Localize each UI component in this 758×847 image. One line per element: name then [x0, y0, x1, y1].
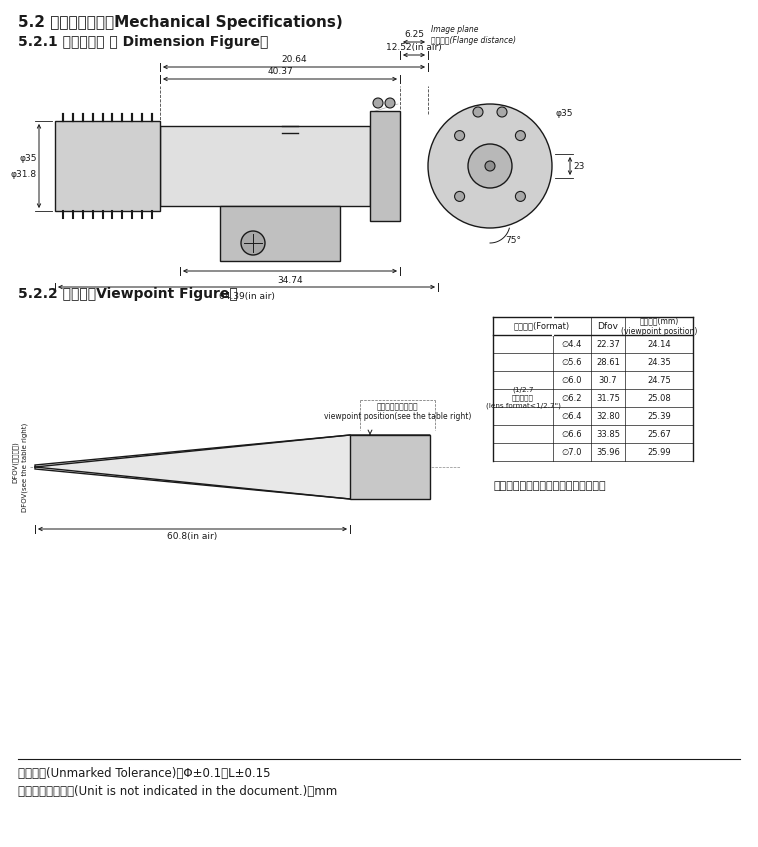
- Text: viewpoint position(see the table right): viewpoint position(see the table right): [324, 412, 471, 421]
- Text: 5.2 机构参数规格（Mechanical Specifications): 5.2 机构参数规格（Mechanical Specifications): [18, 15, 343, 30]
- Text: 40.37: 40.37: [267, 67, 293, 76]
- Circle shape: [385, 98, 395, 108]
- Circle shape: [515, 191, 525, 202]
- Text: φ35: φ35: [556, 109, 574, 118]
- Text: 75°: 75°: [505, 236, 521, 245]
- Text: ∅6.0: ∅6.0: [562, 375, 582, 385]
- Text: φ22.6: φ22.6: [339, 176, 365, 185]
- Text: 5.2.2 视点图（Viewpoint Figure）: 5.2.2 视点图（Viewpoint Figure）: [18, 287, 238, 301]
- Text: 28.61: 28.61: [596, 357, 620, 367]
- Circle shape: [373, 98, 383, 108]
- Text: 视点位置（见表格）: 视点位置（见表格）: [377, 402, 418, 411]
- Bar: [55, 121, 160, 211]
- Text: ∅6.6: ∅6.6: [562, 429, 582, 439]
- Bar: [220, 206, 340, 261]
- Bar: [370, 111, 400, 221]
- Text: DFOV(see the table right): DFOV(see the table right): [22, 423, 28, 512]
- Text: 35.96: 35.96: [596, 447, 620, 457]
- Text: 23: 23: [573, 162, 584, 170]
- Circle shape: [428, 104, 552, 228]
- Text: 法兰后焦(Flange distance): 法兰后焦(Flange distance): [431, 36, 516, 45]
- Circle shape: [455, 130, 465, 141]
- Text: 34.74: 34.74: [277, 276, 302, 285]
- Text: 未注公差(Unmarked Tolerance)：Φ±0.1，L±0.15: 未注公差(Unmarked Tolerance)：Φ±0.1，L±0.15: [18, 767, 271, 780]
- Text: 12.52(in air): 12.52(in air): [386, 43, 442, 52]
- Text: φ35: φ35: [20, 153, 37, 163]
- Text: 30.7: 30.7: [599, 375, 617, 385]
- Circle shape: [485, 161, 495, 171]
- Text: 像面大小(Format): 像面大小(Format): [514, 322, 570, 330]
- Text: 24.75: 24.75: [647, 375, 671, 385]
- Text: 60.8(in air): 60.8(in air): [168, 532, 218, 541]
- Text: 25.67: 25.67: [647, 429, 671, 439]
- Text: φ31.8: φ31.8: [11, 169, 37, 179]
- Text: 6.25: 6.25: [404, 30, 424, 39]
- Text: ∅4.4: ∅4.4: [562, 340, 582, 348]
- Text: 视点位置(mm)
(viewpoint position): 视点位置(mm) (viewpoint position): [621, 316, 697, 335]
- Text: 24.14: 24.14: [647, 340, 671, 348]
- Text: 33.85: 33.85: [596, 429, 620, 439]
- Circle shape: [455, 191, 465, 202]
- Text: 25.99: 25.99: [647, 447, 671, 457]
- Text: Dfov: Dfov: [597, 322, 619, 330]
- Text: 31.75: 31.75: [596, 394, 620, 402]
- Text: ∅7.0: ∅7.0: [562, 447, 582, 457]
- Text: ∅5.6: ∅5.6: [562, 357, 582, 367]
- Circle shape: [473, 107, 483, 117]
- Text: (1/2.7
以下镜头）
(lens format<1/2.7"): (1/2.7 以下镜头） (lens format<1/2.7"): [486, 387, 560, 409]
- Text: 20.64: 20.64: [281, 55, 307, 64]
- Text: 24.35: 24.35: [647, 357, 671, 367]
- Circle shape: [497, 107, 507, 117]
- Circle shape: [515, 130, 525, 141]
- Text: φ25.1: φ25.1: [339, 191, 365, 201]
- Text: DFOV(见表格右): DFOV(见表格右): [11, 441, 18, 483]
- Text: 注：次广角端为光线有效径最大的焦距: 注：次广角端为光线有效径最大的焦距: [493, 481, 606, 491]
- Text: Image plane: Image plane: [431, 25, 478, 34]
- Text: 64.39(in air): 64.39(in air): [218, 292, 274, 301]
- Bar: [350, 435, 430, 499]
- Text: ∅6.2: ∅6.2: [562, 394, 582, 402]
- Text: ∅6.4: ∅6.4: [562, 412, 582, 420]
- Polygon shape: [35, 435, 430, 499]
- Circle shape: [241, 231, 265, 255]
- Circle shape: [468, 144, 512, 188]
- Text: 22.37: 22.37: [596, 340, 620, 348]
- Text: 5.2.1 外形尺寸图 （ Dimension Figure）: 5.2.1 外形尺寸图 （ Dimension Figure）: [18, 35, 268, 49]
- Text: 本规格书未注单位(Unit is not indicated in the document.)：mm: 本规格书未注单位(Unit is not indicated in the do…: [18, 785, 337, 798]
- Bar: [160, 126, 370, 206]
- Text: 32.80: 32.80: [596, 412, 620, 420]
- Text: 25.08: 25.08: [647, 394, 671, 402]
- Text: 25.39: 25.39: [647, 412, 671, 420]
